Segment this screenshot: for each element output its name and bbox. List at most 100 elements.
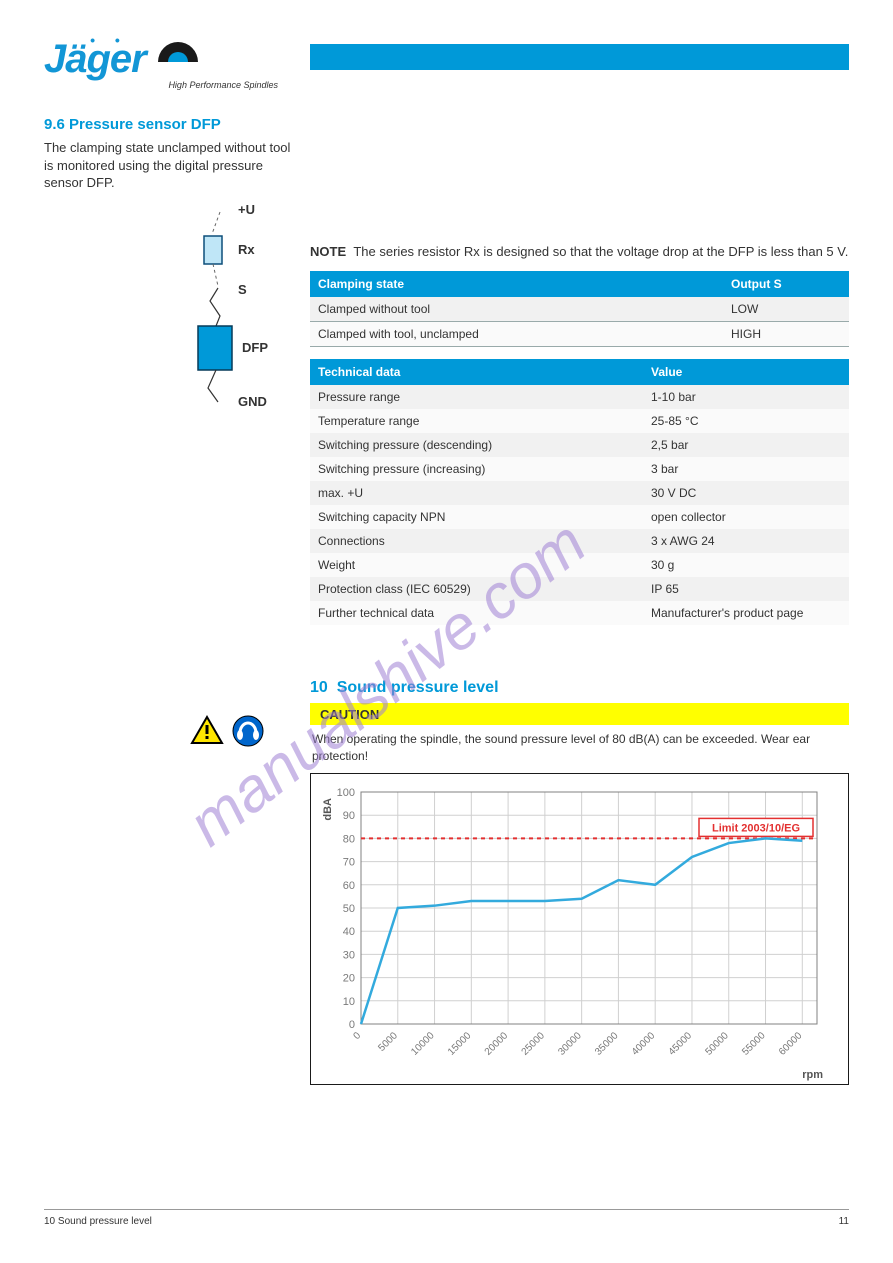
cell: Switching capacity NPN <box>310 505 643 529</box>
section-10-number: 10 <box>310 679 328 696</box>
col-value: Value <box>643 359 849 385</box>
section-title: Pressure sensor DFP <box>69 116 221 133</box>
table-row: Switching capacity NPNopen collector <box>310 505 849 529</box>
cell: Weight <box>310 553 643 577</box>
left-column: 9.6 Pressure sensor DFP The clamping sta… <box>44 116 292 416</box>
note-text: The series resistor Rx is designed so th… <box>353 244 848 259</box>
section-number: 9.6 <box>44 116 65 133</box>
cell: 2,5 bar <box>643 433 849 457</box>
svg-text:10: 10 <box>343 995 355 1007</box>
svg-text:30000: 30000 <box>556 1030 584 1058</box>
logo-umlaut: • • <box>90 32 128 48</box>
chart-svg: 0102030405060708090100050001000015000200… <box>317 782 827 1082</box>
cell: IP 65 <box>643 577 849 601</box>
label-rx: Rx <box>238 242 255 257</box>
sound-pressure-chart: 0102030405060708090100050001000015000200… <box>310 773 849 1085</box>
dfp-circuit-diagram: +U Rx S DFP GND <box>100 206 290 416</box>
svg-text:20: 20 <box>343 972 355 984</box>
svg-text:Limit 2003/10/EG: Limit 2003/10/EG <box>712 822 800 834</box>
label-s: S <box>238 282 247 297</box>
cell: Clamped with tool, unclamped <box>310 322 723 347</box>
col-output-s: Output S <box>723 271 849 297</box>
svg-text:90: 90 <box>343 810 355 822</box>
svg-text:10000: 10000 <box>409 1030 437 1058</box>
cell: Temperature range <box>310 409 643 433</box>
ear-protection-icon <box>232 715 264 747</box>
svg-text:60: 60 <box>343 879 355 891</box>
svg-text:100: 100 <box>337 787 355 799</box>
svg-text:15000: 15000 <box>446 1030 474 1058</box>
svg-text:20000: 20000 <box>483 1030 511 1058</box>
table-row: Further technical dataManufacturer's pro… <box>310 601 849 625</box>
col-tech-data: Technical data <box>310 359 643 385</box>
svg-text:40000: 40000 <box>630 1030 658 1058</box>
page-number: 11 <box>839 1216 849 1227</box>
svg-text:30: 30 <box>343 949 355 961</box>
cell: 3 x AWG 24 <box>643 529 849 553</box>
cell: 25-85 °C <box>643 409 849 433</box>
table-row: Pressure range1-10 bar <box>310 385 849 409</box>
svg-text:55000: 55000 <box>740 1030 768 1058</box>
table-row: Switching pressure (descending)2,5 bar <box>310 433 849 457</box>
svg-text:35000: 35000 <box>593 1030 621 1058</box>
col-clamping-state: Clamping state <box>310 271 723 297</box>
svg-text:0: 0 <box>351 1030 363 1042</box>
svg-text:25000: 25000 <box>520 1030 548 1058</box>
caution-label: CAUTION <box>320 707 379 722</box>
warning-icons <box>190 715 264 747</box>
note-label: NOTE <box>310 244 346 259</box>
svg-text:5000: 5000 <box>376 1030 400 1054</box>
cell: 3 bar <box>643 457 849 481</box>
logo-tagline: High Performance Spindles <box>138 80 278 90</box>
cell: Pressure range <box>310 385 643 409</box>
cell: Connections <box>310 529 643 553</box>
cell: Manufacturer's product page <box>643 601 849 625</box>
svg-text:70: 70 <box>343 856 355 868</box>
svg-text:60000: 60000 <box>777 1030 805 1058</box>
label-dfp: DFP <box>242 340 268 355</box>
table-row: Clamped with tool, unclampedHIGH <box>310 322 849 347</box>
cell: open collector <box>643 505 849 529</box>
clamping-state-table: Clamping state Output S Clamped without … <box>310 271 849 347</box>
brand-logo: • • Jäger High Performance Spindles <box>44 36 284 96</box>
cell: Further technical data <box>310 601 643 625</box>
logo-arc-icon <box>156 36 200 64</box>
cell: Switching pressure (descending) <box>310 433 643 457</box>
table-row: Switching pressure (increasing)3 bar <box>310 457 849 481</box>
technical-data-table: Technical data Value Pressure range1-10 … <box>310 359 849 625</box>
cell: Switching pressure (increasing) <box>310 457 643 481</box>
svg-text:50000: 50000 <box>703 1030 731 1058</box>
cell: LOW <box>723 297 849 322</box>
svg-text:0: 0 <box>349 1019 355 1031</box>
page-root: • • Jäger High Performance Spindles 9.6 … <box>0 0 893 1263</box>
svg-text:45000: 45000 <box>667 1030 695 1058</box>
right-column: NOTE The series resistor Rx is designed … <box>310 116 849 1085</box>
svg-text:dBA: dBA <box>322 798 334 821</box>
svg-text:50: 50 <box>343 903 355 915</box>
svg-text:80: 80 <box>343 833 355 845</box>
cell: Protection class (IEC 60529) <box>310 577 643 601</box>
title-bar <box>310 44 849 70</box>
cell: HIGH <box>723 322 849 347</box>
label-plus-u: +U <box>238 202 255 217</box>
caution-bar: CAUTION <box>310 703 849 725</box>
section-10: 10 Sound pressure level CAUTION When ope… <box>310 679 849 1085</box>
section-9-6-desc: The clamping state unclamped without too… <box>44 139 292 192</box>
svg-text:rpm: rpm <box>802 1069 823 1081</box>
table-row: Weight30 g <box>310 553 849 577</box>
note-block: NOTE The series resistor Rx is designed … <box>310 244 849 259</box>
cell: 1-10 bar <box>643 385 849 409</box>
page-footer: 10 Sound pressure level 11 <box>44 1209 849 1227</box>
table-row: Connections3 x AWG 24 <box>310 529 849 553</box>
cell: Clamped without tool <box>310 297 723 322</box>
caution-text: When operating the spindle, the sound pr… <box>310 725 849 773</box>
cell: max. +U <box>310 481 643 505</box>
cell: 30 g <box>643 553 849 577</box>
table-row: Protection class (IEC 60529)IP 65 <box>310 577 849 601</box>
table-row: Temperature range25-85 °C <box>310 409 849 433</box>
table-row: Clamped without toolLOW <box>310 297 849 322</box>
label-gnd: GND <box>238 394 267 409</box>
warning-triangle-icon <box>190 715 224 745</box>
cell: 30 V DC <box>643 481 849 505</box>
table-row: max. +U30 V DC <box>310 481 849 505</box>
